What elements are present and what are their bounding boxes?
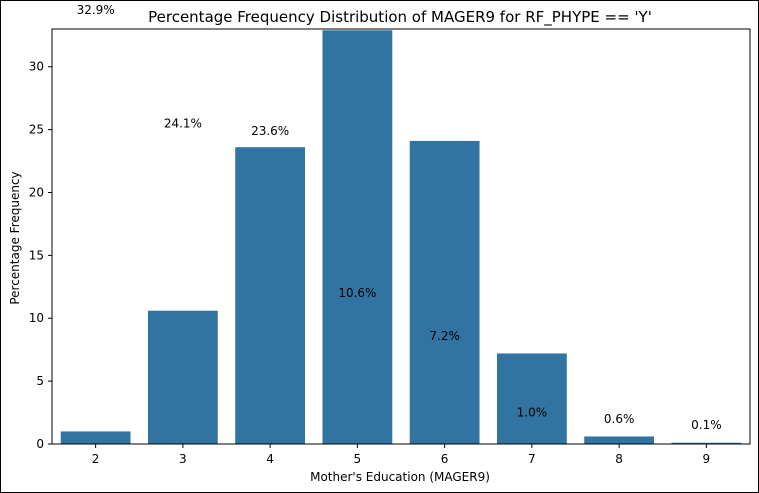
bar-8 [584,436,655,444]
x-tick-label-6: 6 [441,452,449,466]
data-label-9: 0.1% [691,418,722,432]
bar-4 [235,147,306,444]
data-label-6: 7.2% [429,329,460,343]
x-axis: 2 3 4 5 6 7 8 9 [92,444,710,466]
data-label-2: 32.9% [77,3,115,17]
data-label-5: 10.6% [338,286,376,300]
y-axis: 0 5 10 15 20 25 30 [29,60,52,451]
x-tick-label-3: 3 [179,452,187,466]
y-tick-label-15: 15 [29,248,44,262]
x-tick-label-8: 8 [615,452,623,466]
data-labels-group: 32.9% 24.1% 23.6% 10.6% 7.2% 1.0% 0.6% 0.1% [77,3,722,432]
y-axis-label: Percentage Frequency [8,171,22,304]
data-label-4: 23.6% [251,124,289,138]
data-label-8: 0.6% [604,412,635,426]
data-label-7: 1.0% [517,406,548,420]
y-tick-label-5: 5 [36,374,44,388]
bar-5 [322,30,393,444]
x-tick-label-5: 5 [354,452,362,466]
y-tick-label-30: 30 [29,60,44,74]
bars-group [60,30,742,445]
bar-2 [60,431,131,444]
y-tick-label-20: 20 [29,185,44,199]
bar-7 [496,353,567,444]
data-label-3: 24.1% [164,116,202,130]
x-tick-label-4: 4 [266,452,274,466]
y-tick-label-10: 10 [29,311,44,325]
bar-9 [671,442,742,444]
bar-3 [147,310,218,444]
x-tick-label-7: 7 [528,452,536,466]
x-tick-label-9: 9 [703,452,711,466]
x-axis-label: Mother's Education (MAGER9) [310,470,490,484]
bar-6 [409,140,480,445]
y-tick-label-0: 0 [36,437,44,451]
plot-area-frame [51,28,751,445]
y-tick-label-25: 25 [29,123,44,137]
x-tick-label-2: 2 [92,452,100,466]
chart-title: Percentage Frequency Distribution of MAG… [148,8,652,27]
